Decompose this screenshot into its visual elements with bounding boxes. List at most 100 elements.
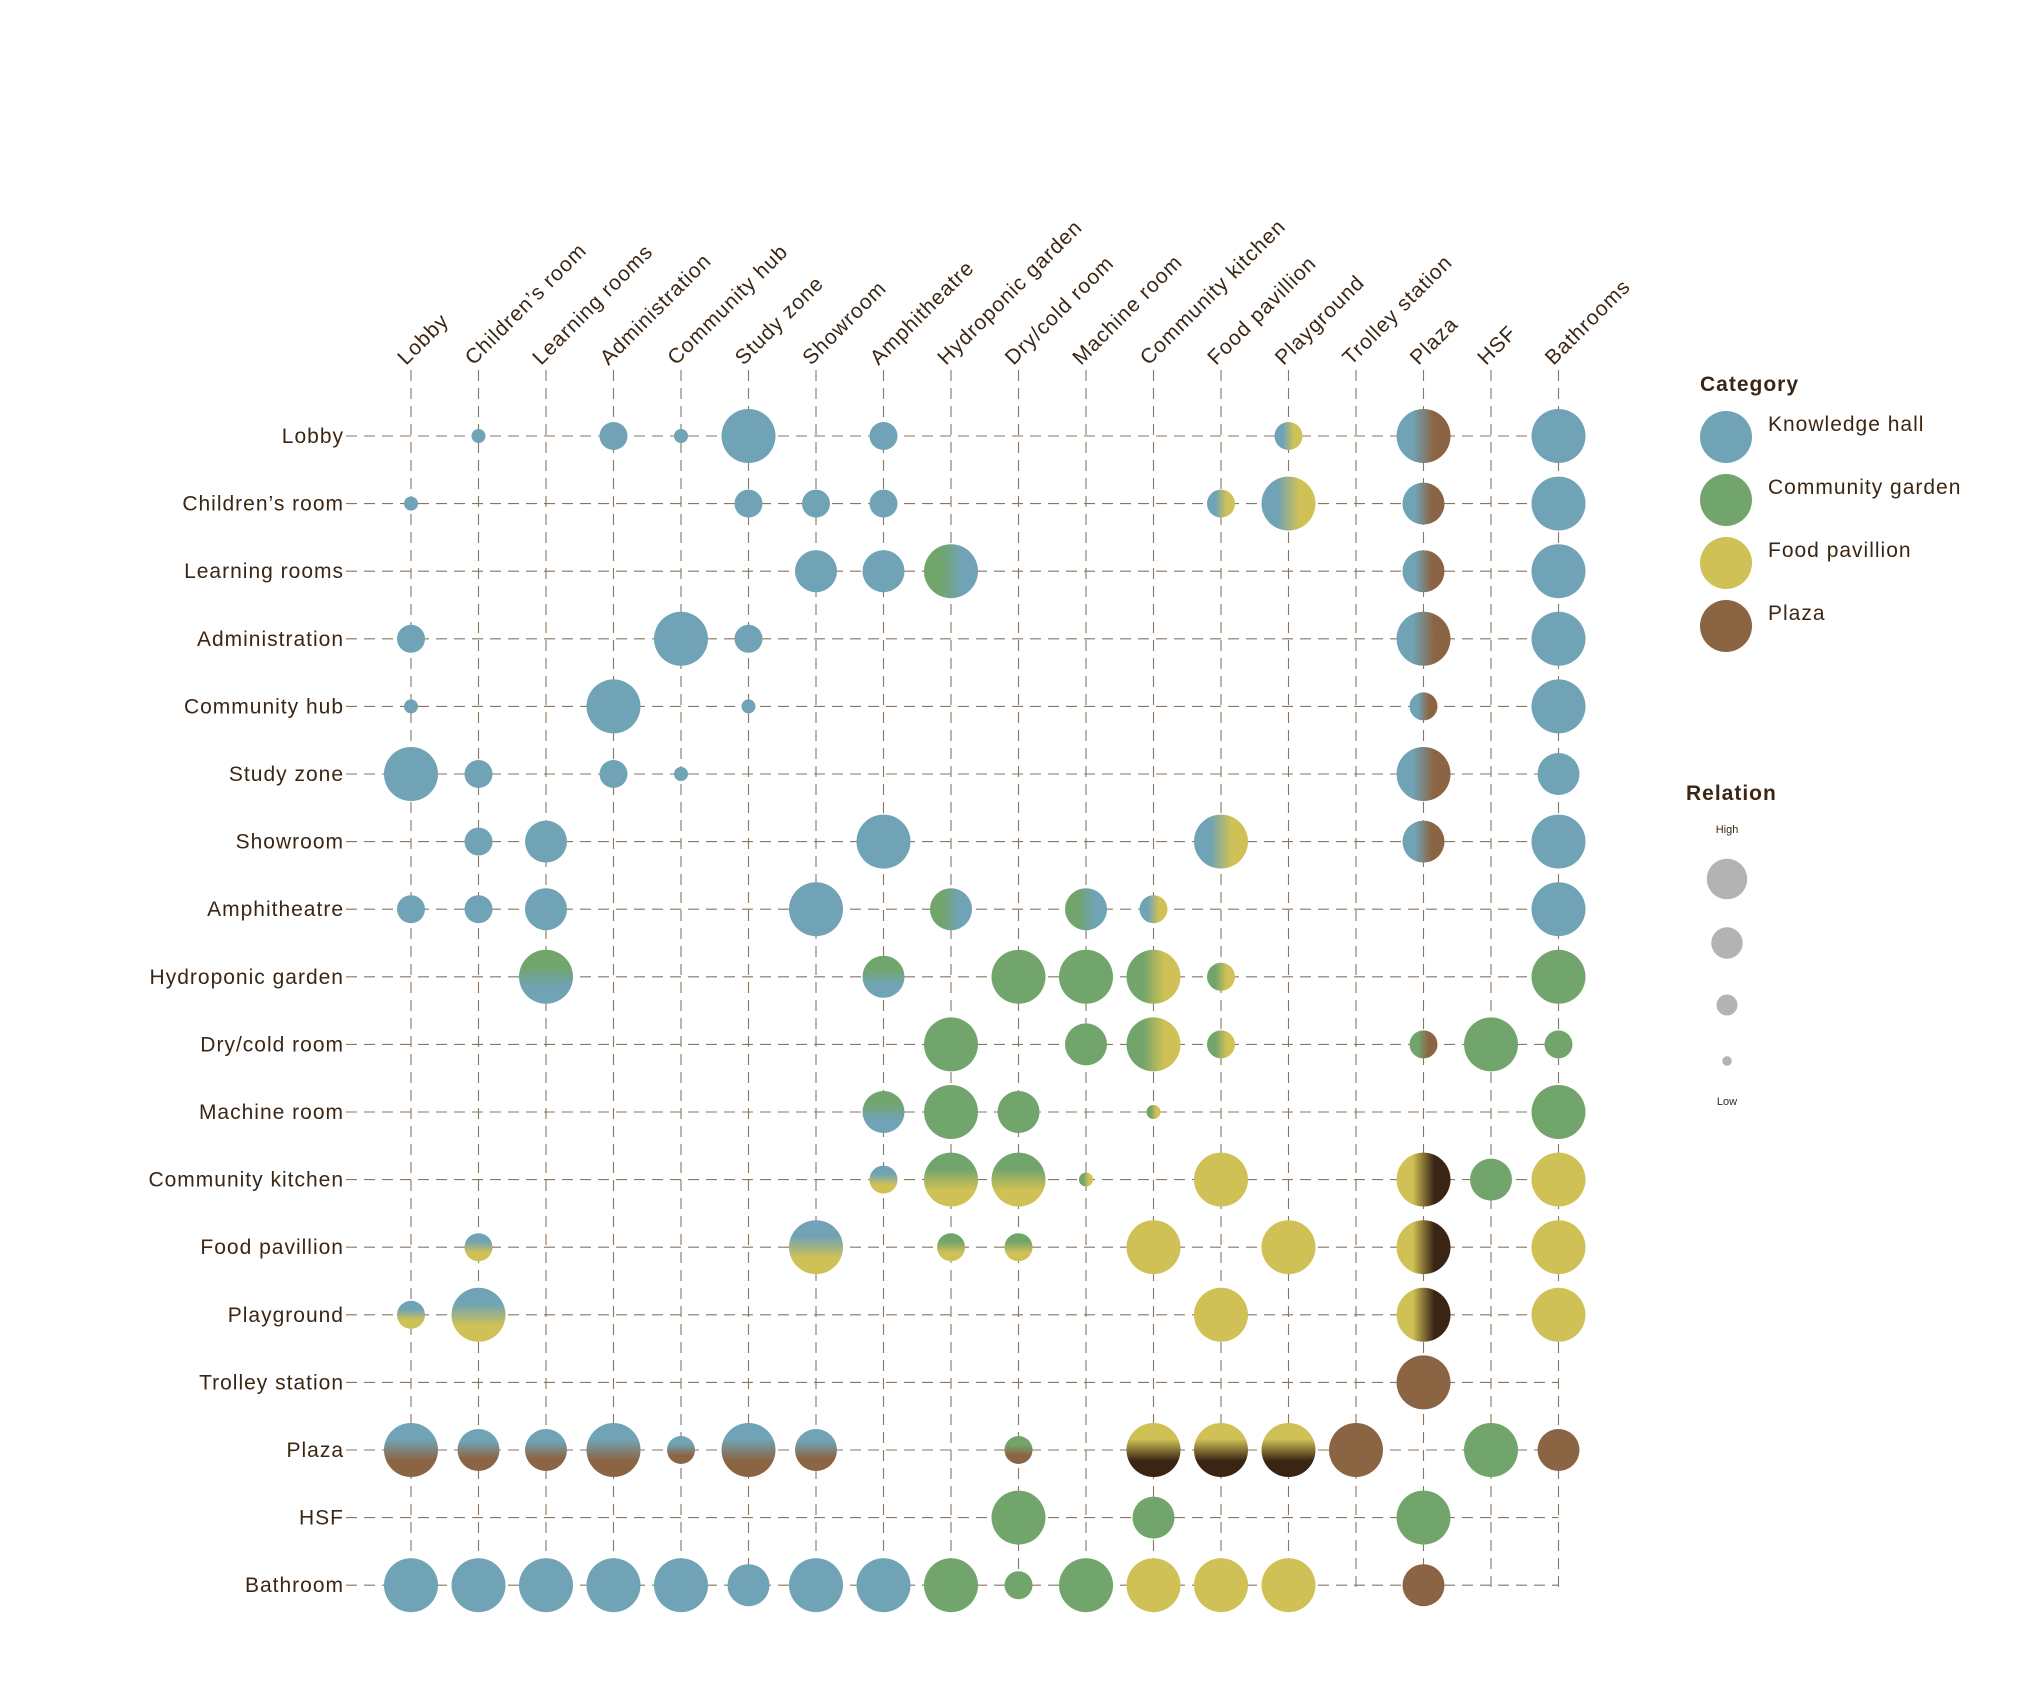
bubble [667, 1436, 695, 1464]
column-label: Community hub [663, 240, 792, 369]
bubble [924, 1017, 978, 1072]
bubble [721, 409, 776, 463]
bubble [451, 1558, 506, 1613]
bubble [457, 1429, 500, 1471]
bubble [1402, 550, 1445, 593]
bubble [727, 1564, 770, 1607]
bubble [1065, 888, 1107, 931]
bubble [1402, 482, 1445, 525]
bubble [1531, 409, 1586, 463]
row-label: Food pavillion [200, 1236, 344, 1259]
bubble [674, 429, 688, 443]
bubble [586, 1558, 641, 1613]
legend-category-label: Knowledge hall [1768, 413, 1924, 436]
bubble [1396, 1490, 1451, 1545]
bubble [1065, 1023, 1107, 1066]
bubble [1531, 882, 1586, 937]
row-labels: Lobby Children’s room Learning rooms Admini… [148, 425, 344, 1597]
bubble [802, 489, 830, 518]
legend-relation-swatch [1722, 1056, 1732, 1066]
bubble [1126, 949, 1181, 1004]
bubbles [384, 409, 1586, 1613]
legend-category-items: Knowledge hall Community garden Food pavil… [1700, 411, 1961, 652]
bubble [654, 611, 708, 666]
bubble [464, 1233, 493, 1262]
row-label: Playground [228, 1304, 344, 1327]
bubble [1261, 1558, 1316, 1613]
bubble [464, 760, 493, 788]
bubble [1004, 1233, 1033, 1262]
bubble [721, 1423, 776, 1477]
bubble [741, 699, 756, 714]
bubble [404, 699, 418, 714]
bubble [862, 1091, 905, 1133]
bubble [586, 1423, 641, 1477]
bubble [654, 1558, 708, 1613]
bubble [1396, 747, 1451, 801]
bubble [1194, 814, 1248, 869]
bubble [1261, 1220, 1316, 1275]
row-label: Machine room [199, 1101, 344, 1124]
bubble [1207, 962, 1235, 991]
row-label: Children’s room [182, 493, 344, 516]
row-label: Plaza [286, 1439, 344, 1462]
bubble [1409, 692, 1438, 721]
bubble [519, 949, 573, 1004]
bubble [525, 820, 567, 863]
legend-category-label: Community garden [1768, 476, 1961, 499]
bubble [1409, 1030, 1438, 1059]
bubble [384, 1423, 438, 1477]
bubble [1531, 611, 1586, 666]
bubble [924, 1152, 978, 1207]
bubble [862, 550, 905, 593]
bubble [1059, 949, 1113, 1004]
bubble [1531, 1085, 1586, 1139]
bubble [404, 496, 418, 511]
bubble [930, 888, 972, 931]
bubble [1531, 476, 1586, 531]
column-label: Plaza [1406, 313, 1463, 370]
legend-relation-swatch [1716, 994, 1738, 1016]
bubble [1059, 1558, 1113, 1613]
row-label: Amphitheatre [207, 898, 344, 921]
bubble [1396, 1355, 1451, 1410]
bubble [1274, 422, 1303, 450]
legend-category-label: Plaza [1768, 602, 1826, 625]
bubble [862, 955, 905, 998]
legend-category-title: Category [1700, 373, 1799, 396]
bubble [924, 1558, 978, 1613]
bubble [397, 624, 425, 653]
column-label: Children’s room [461, 239, 592, 370]
legend-relation-high: High [1716, 824, 1739, 836]
bubble [795, 1429, 837, 1471]
bubble [1531, 1152, 1586, 1207]
bubble [856, 1558, 911, 1613]
bubble [1396, 409, 1451, 463]
bubble [1531, 949, 1586, 1004]
column-label: Learning rooms [528, 240, 657, 369]
bubble [464, 895, 493, 924]
row-label: Showroom [236, 831, 344, 854]
legend-relation-swatch [1706, 858, 1748, 900]
bubble [1194, 1423, 1248, 1477]
bubble [789, 1558, 843, 1613]
bubble [1544, 1030, 1573, 1059]
bubble [471, 429, 486, 443]
bubble [1531, 1220, 1586, 1275]
legend-relation-swatch [1711, 927, 1743, 959]
row-label: Study zone [229, 763, 344, 786]
bubble [1464, 1423, 1518, 1477]
bubble [1537, 753, 1580, 795]
bubble [789, 1220, 843, 1275]
bubble [1004, 1571, 1033, 1600]
bubble [1537, 1429, 1580, 1471]
bubble [1132, 1496, 1175, 1539]
row-label: Lobby [282, 425, 344, 448]
bubble [795, 550, 837, 593]
bubble [869, 1165, 898, 1194]
bubble [1396, 1152, 1451, 1207]
bubble [1207, 1030, 1235, 1059]
legend-relation-low: Low [1717, 1096, 1737, 1108]
bubble [1464, 1017, 1518, 1072]
